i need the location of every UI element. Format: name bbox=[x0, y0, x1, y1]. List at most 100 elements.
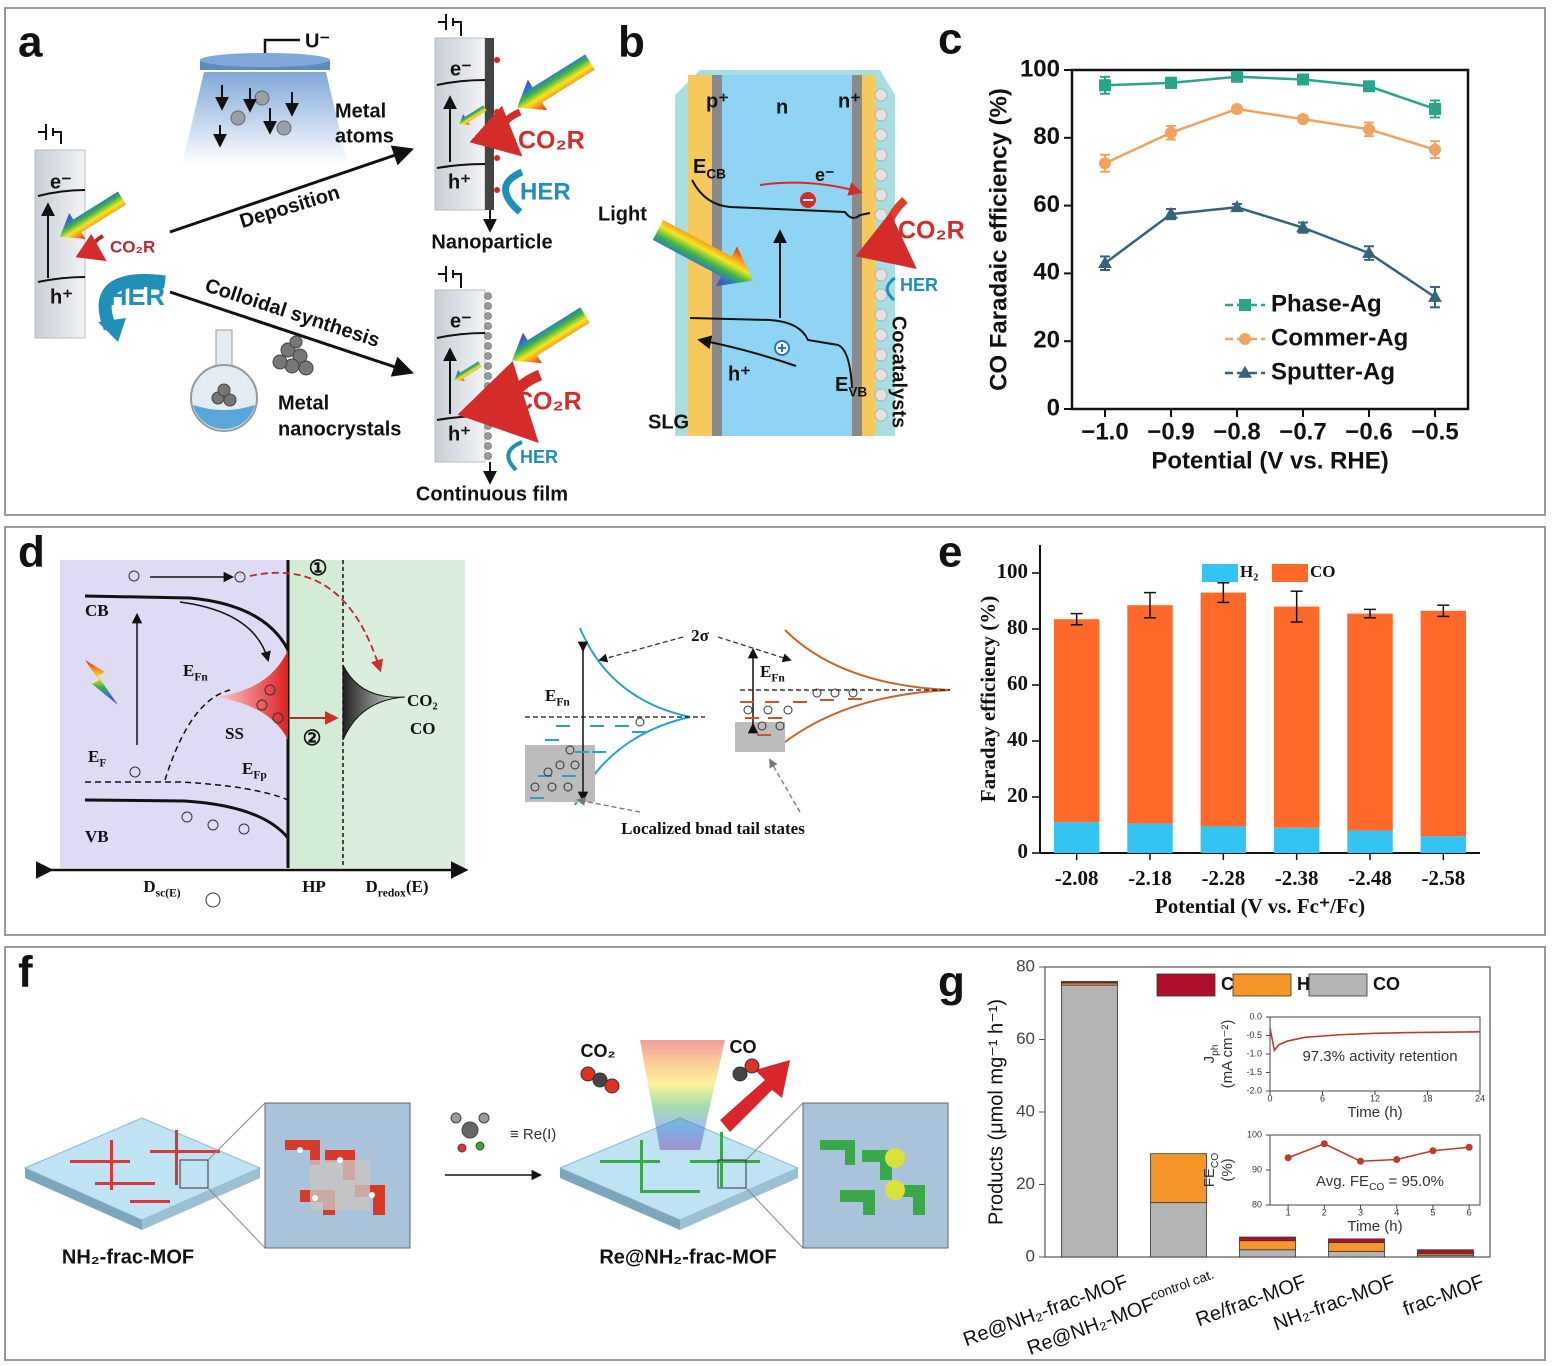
x-tick-label: 1 bbox=[1286, 1207, 1291, 1217]
label: a bbox=[18, 18, 43, 67]
marker bbox=[1164, 206, 1178, 219]
bar-segment bbox=[1127, 823, 1173, 853]
panel-a-diagram-g-circle bbox=[484, 442, 492, 450]
label: frac-MOF bbox=[1400, 1271, 1487, 1321]
y-tick-label: -2.0 bbox=[1246, 1085, 1262, 1095]
panel-a-diagram-g bbox=[230, 90, 292, 136]
panel-a-diagram-g-circle bbox=[494, 155, 500, 161]
y-tick-label: 100 bbox=[1247, 1129, 1262, 1139]
panel-d-diagram-path bbox=[342, 664, 406, 741]
bar-segment bbox=[1417, 1249, 1474, 1254]
panel-d-diagram-g bbox=[743, 688, 858, 731]
panel-d-diagram-path bbox=[215, 650, 288, 740]
panel-f-diagram-circle bbox=[885, 1148, 905, 1168]
panel-a-diagram-g-circle bbox=[484, 302, 492, 310]
panel-b-diagram-g-circle bbox=[874, 88, 888, 102]
panel-f-diagram-g bbox=[70, 1130, 220, 1203]
label-part: E bbox=[835, 374, 848, 396]
y-tick-label: 0 bbox=[1047, 394, 1060, 421]
label: Nanoparticle bbox=[431, 231, 552, 253]
label: HER bbox=[900, 275, 938, 295]
panel-d-diagram-path bbox=[84, 798, 290, 839]
panel-f-diagram-g-circle bbox=[457, 1143, 467, 1153]
panel-b-diagram-rect bbox=[862, 75, 875, 436]
y-tick-label: 40 bbox=[1016, 1101, 1035, 1120]
panel-frames-rect bbox=[4, 946, 1546, 1361]
panel-a-diagram-ellipse bbox=[200, 53, 330, 67]
label: EFp bbox=[242, 759, 267, 781]
panel-d-diagram-g-circle bbox=[757, 721, 767, 731]
label: CO bbox=[730, 1037, 757, 1057]
panel-a-diagram-g-circle bbox=[484, 332, 492, 340]
bar-segment bbox=[1200, 826, 1247, 853]
panel-d-diagram-g-circle bbox=[848, 688, 858, 698]
y-tick-label: 80 bbox=[1252, 1199, 1262, 1209]
label: EF bbox=[88, 747, 106, 769]
x-tick-label: 24 bbox=[1475, 1093, 1485, 1103]
label: H₂ bbox=[1240, 562, 1258, 581]
panel-a-diagram-path bbox=[436, 79, 486, 86]
panel-a-diagram-g-circle bbox=[494, 57, 500, 63]
label: FECO bbox=[1201, 1153, 1221, 1188]
label: Time (h) bbox=[1347, 1104, 1402, 1121]
y-tick-label: 0.0 bbox=[1249, 1011, 1262, 1021]
panel-f-diagram-polygon bbox=[25, 1168, 142, 1230]
panel-f-diagram-polygon bbox=[23, 1117, 262, 1221]
bar-segment bbox=[1053, 822, 1100, 853]
panel-a-diagram-path bbox=[263, 38, 300, 53]
label: U⁻ bbox=[305, 30, 330, 52]
label: -2.48 bbox=[1348, 866, 1392, 890]
marker bbox=[1429, 102, 1441, 115]
label: Products (μmol mg⁻¹ h⁻¹) bbox=[985, 999, 1007, 1225]
panel-a-diagram-g-circle bbox=[298, 360, 314, 376]
label: b bbox=[618, 18, 645, 67]
label-part: E bbox=[88, 747, 99, 766]
label-part: CO bbox=[1209, 1153, 1220, 1168]
panel-f-diagram-g-circle bbox=[592, 1072, 608, 1088]
panel-d-diagram-polygon bbox=[85, 660, 118, 705]
panel-f-diagram-g-circle bbox=[369, 1192, 375, 1198]
label: EFn bbox=[183, 661, 208, 683]
panel-f-diagram-g-path bbox=[285, 1140, 320, 1165]
panel-d-diagram-path bbox=[179, 601, 271, 663]
panel-a-diagram-path bbox=[38, 124, 62, 144]
panel-b-diagram-g-circle bbox=[874, 388, 888, 402]
label-part: Avg. FE bbox=[1316, 1173, 1369, 1190]
panel-d-diagram-g-circle bbox=[570, 760, 580, 770]
panel-d-diagram-g-circle bbox=[830, 688, 840, 698]
marker bbox=[1363, 123, 1375, 136]
y-tick-label: 80 bbox=[1033, 123, 1060, 150]
panel-d-diagram bbox=[36, 560, 951, 908]
marker bbox=[1231, 102, 1243, 115]
label-part: ph bbox=[1209, 1045, 1220, 1056]
panel-f-diagram-g-rect bbox=[130, 1200, 170, 1203]
y-tick-label: 0 bbox=[1018, 839, 1029, 863]
panel-a-diagram-path bbox=[457, 360, 543, 444]
legend-swatch bbox=[1232, 973, 1292, 997]
label: HP bbox=[302, 877, 326, 896]
panel-a-diagram-g-circle bbox=[484, 402, 492, 410]
panel-d-diagram-g-circle bbox=[783, 705, 793, 715]
label: Re@NH₂-frac-MOF bbox=[599, 1246, 776, 1268]
bar-segment bbox=[1127, 605, 1173, 824]
legend-swatch bbox=[1156, 973, 1216, 997]
label: Metal bbox=[278, 392, 329, 414]
label-part: sc(E) bbox=[156, 886, 181, 899]
panel-d-diagram-g-circle bbox=[565, 745, 575, 755]
label: CO₂ bbox=[581, 1041, 616, 1061]
bar-segment bbox=[1273, 827, 1320, 853]
label: Dsc(E) bbox=[143, 877, 180, 899]
legend-swatch bbox=[1308, 973, 1368, 997]
panel-b-diagram-g-circle bbox=[874, 148, 888, 162]
panel-f-diagram-g-rect bbox=[175, 1130, 178, 1185]
panel-f-diagram-g-circle bbox=[478, 1112, 490, 1124]
panel-d-diagram-path bbox=[84, 594, 290, 651]
plot-frame bbox=[1269, 1134, 1481, 1206]
panel-a-diagram-g-circle bbox=[484, 292, 492, 300]
label: Light bbox=[598, 203, 647, 225]
panel-d-diagram-rect bbox=[288, 560, 343, 868]
panel-a-diagram-path bbox=[98, 274, 166, 331]
bar-segment bbox=[1200, 592, 1247, 827]
y-tick-label: 90 bbox=[1252, 1164, 1262, 1174]
